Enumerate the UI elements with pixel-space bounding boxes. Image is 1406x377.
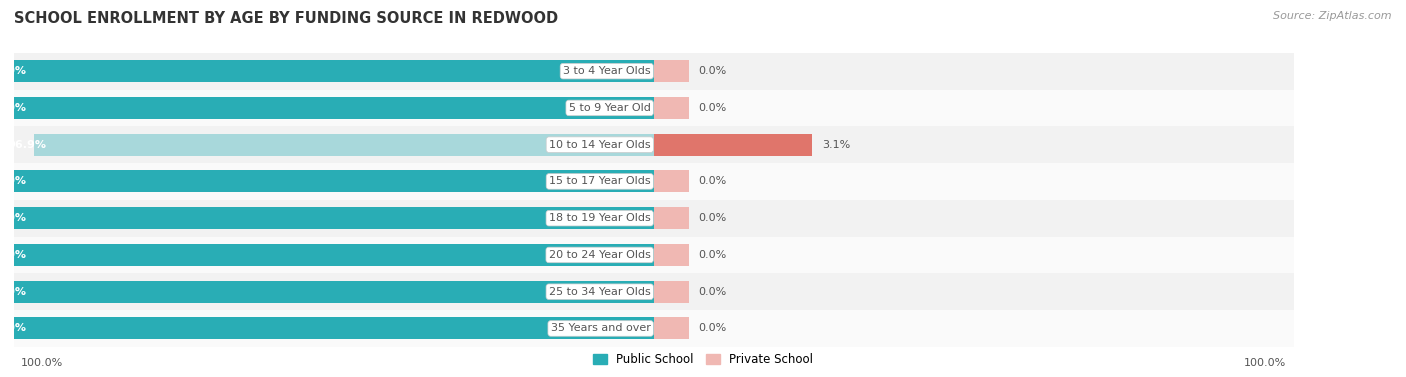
- Text: 100.0%: 100.0%: [1244, 358, 1286, 368]
- Bar: [14, 244, 654, 266]
- Text: 15 to 17 Year Olds: 15 to 17 Year Olds: [548, 176, 651, 187]
- Text: 100.0%: 100.0%: [0, 176, 27, 187]
- Text: 18 to 19 Year Olds: 18 to 19 Year Olds: [548, 213, 651, 223]
- Bar: [654, 133, 813, 156]
- Text: 25 to 34 Year Olds: 25 to 34 Year Olds: [548, 287, 651, 297]
- Bar: [14, 280, 654, 303]
- Text: 3.1%: 3.1%: [823, 139, 851, 150]
- Bar: [14, 126, 654, 163]
- Bar: [654, 126, 1294, 163]
- Bar: [654, 60, 689, 82]
- Text: 0.0%: 0.0%: [699, 66, 727, 76]
- Bar: [34, 133, 654, 156]
- Text: 100.0%: 100.0%: [0, 66, 27, 76]
- Bar: [654, 90, 1294, 126]
- Text: 0.0%: 0.0%: [699, 287, 727, 297]
- Text: 0.0%: 0.0%: [699, 250, 727, 260]
- Text: SCHOOL ENROLLMENT BY AGE BY FUNDING SOURCE IN REDWOOD: SCHOOL ENROLLMENT BY AGE BY FUNDING SOUR…: [14, 11, 558, 26]
- Text: 5 to 9 Year Old: 5 to 9 Year Old: [568, 103, 651, 113]
- Bar: [14, 273, 654, 310]
- Text: 20 to 24 Year Olds: 20 to 24 Year Olds: [548, 250, 651, 260]
- Text: 100.0%: 100.0%: [0, 287, 27, 297]
- Bar: [654, 273, 1294, 310]
- Bar: [654, 244, 689, 266]
- Bar: [654, 163, 1294, 200]
- Bar: [14, 310, 654, 347]
- Bar: [654, 280, 689, 303]
- Bar: [654, 53, 1294, 89]
- Bar: [14, 53, 654, 89]
- Bar: [14, 317, 654, 339]
- Bar: [14, 237, 654, 273]
- Bar: [14, 90, 654, 126]
- Text: 0.0%: 0.0%: [699, 176, 727, 187]
- Bar: [14, 97, 654, 119]
- Text: 3 to 4 Year Olds: 3 to 4 Year Olds: [562, 66, 651, 76]
- Text: 100.0%: 100.0%: [0, 213, 27, 223]
- Text: 0.0%: 0.0%: [699, 323, 727, 334]
- Text: 35 Years and over: 35 Years and over: [551, 323, 651, 334]
- Bar: [14, 163, 654, 200]
- Bar: [654, 170, 689, 192]
- Bar: [654, 317, 689, 339]
- Text: 100.0%: 100.0%: [0, 103, 27, 113]
- Bar: [654, 237, 1294, 273]
- Bar: [14, 60, 654, 82]
- Legend: Public School, Private School: Public School, Private School: [588, 349, 818, 371]
- Text: 96.9%: 96.9%: [7, 139, 46, 150]
- Bar: [14, 170, 654, 192]
- Bar: [14, 207, 654, 229]
- Text: 10 to 14 Year Olds: 10 to 14 Year Olds: [548, 139, 651, 150]
- Text: 100.0%: 100.0%: [21, 358, 63, 368]
- Text: Source: ZipAtlas.com: Source: ZipAtlas.com: [1274, 11, 1392, 21]
- Text: 100.0%: 100.0%: [0, 323, 27, 334]
- Text: 0.0%: 0.0%: [699, 103, 727, 113]
- Bar: [654, 207, 689, 229]
- Text: 0.0%: 0.0%: [699, 213, 727, 223]
- Bar: [654, 310, 1294, 347]
- Bar: [14, 200, 654, 237]
- Text: 100.0%: 100.0%: [0, 250, 27, 260]
- Bar: [654, 200, 1294, 237]
- Bar: [654, 97, 689, 119]
